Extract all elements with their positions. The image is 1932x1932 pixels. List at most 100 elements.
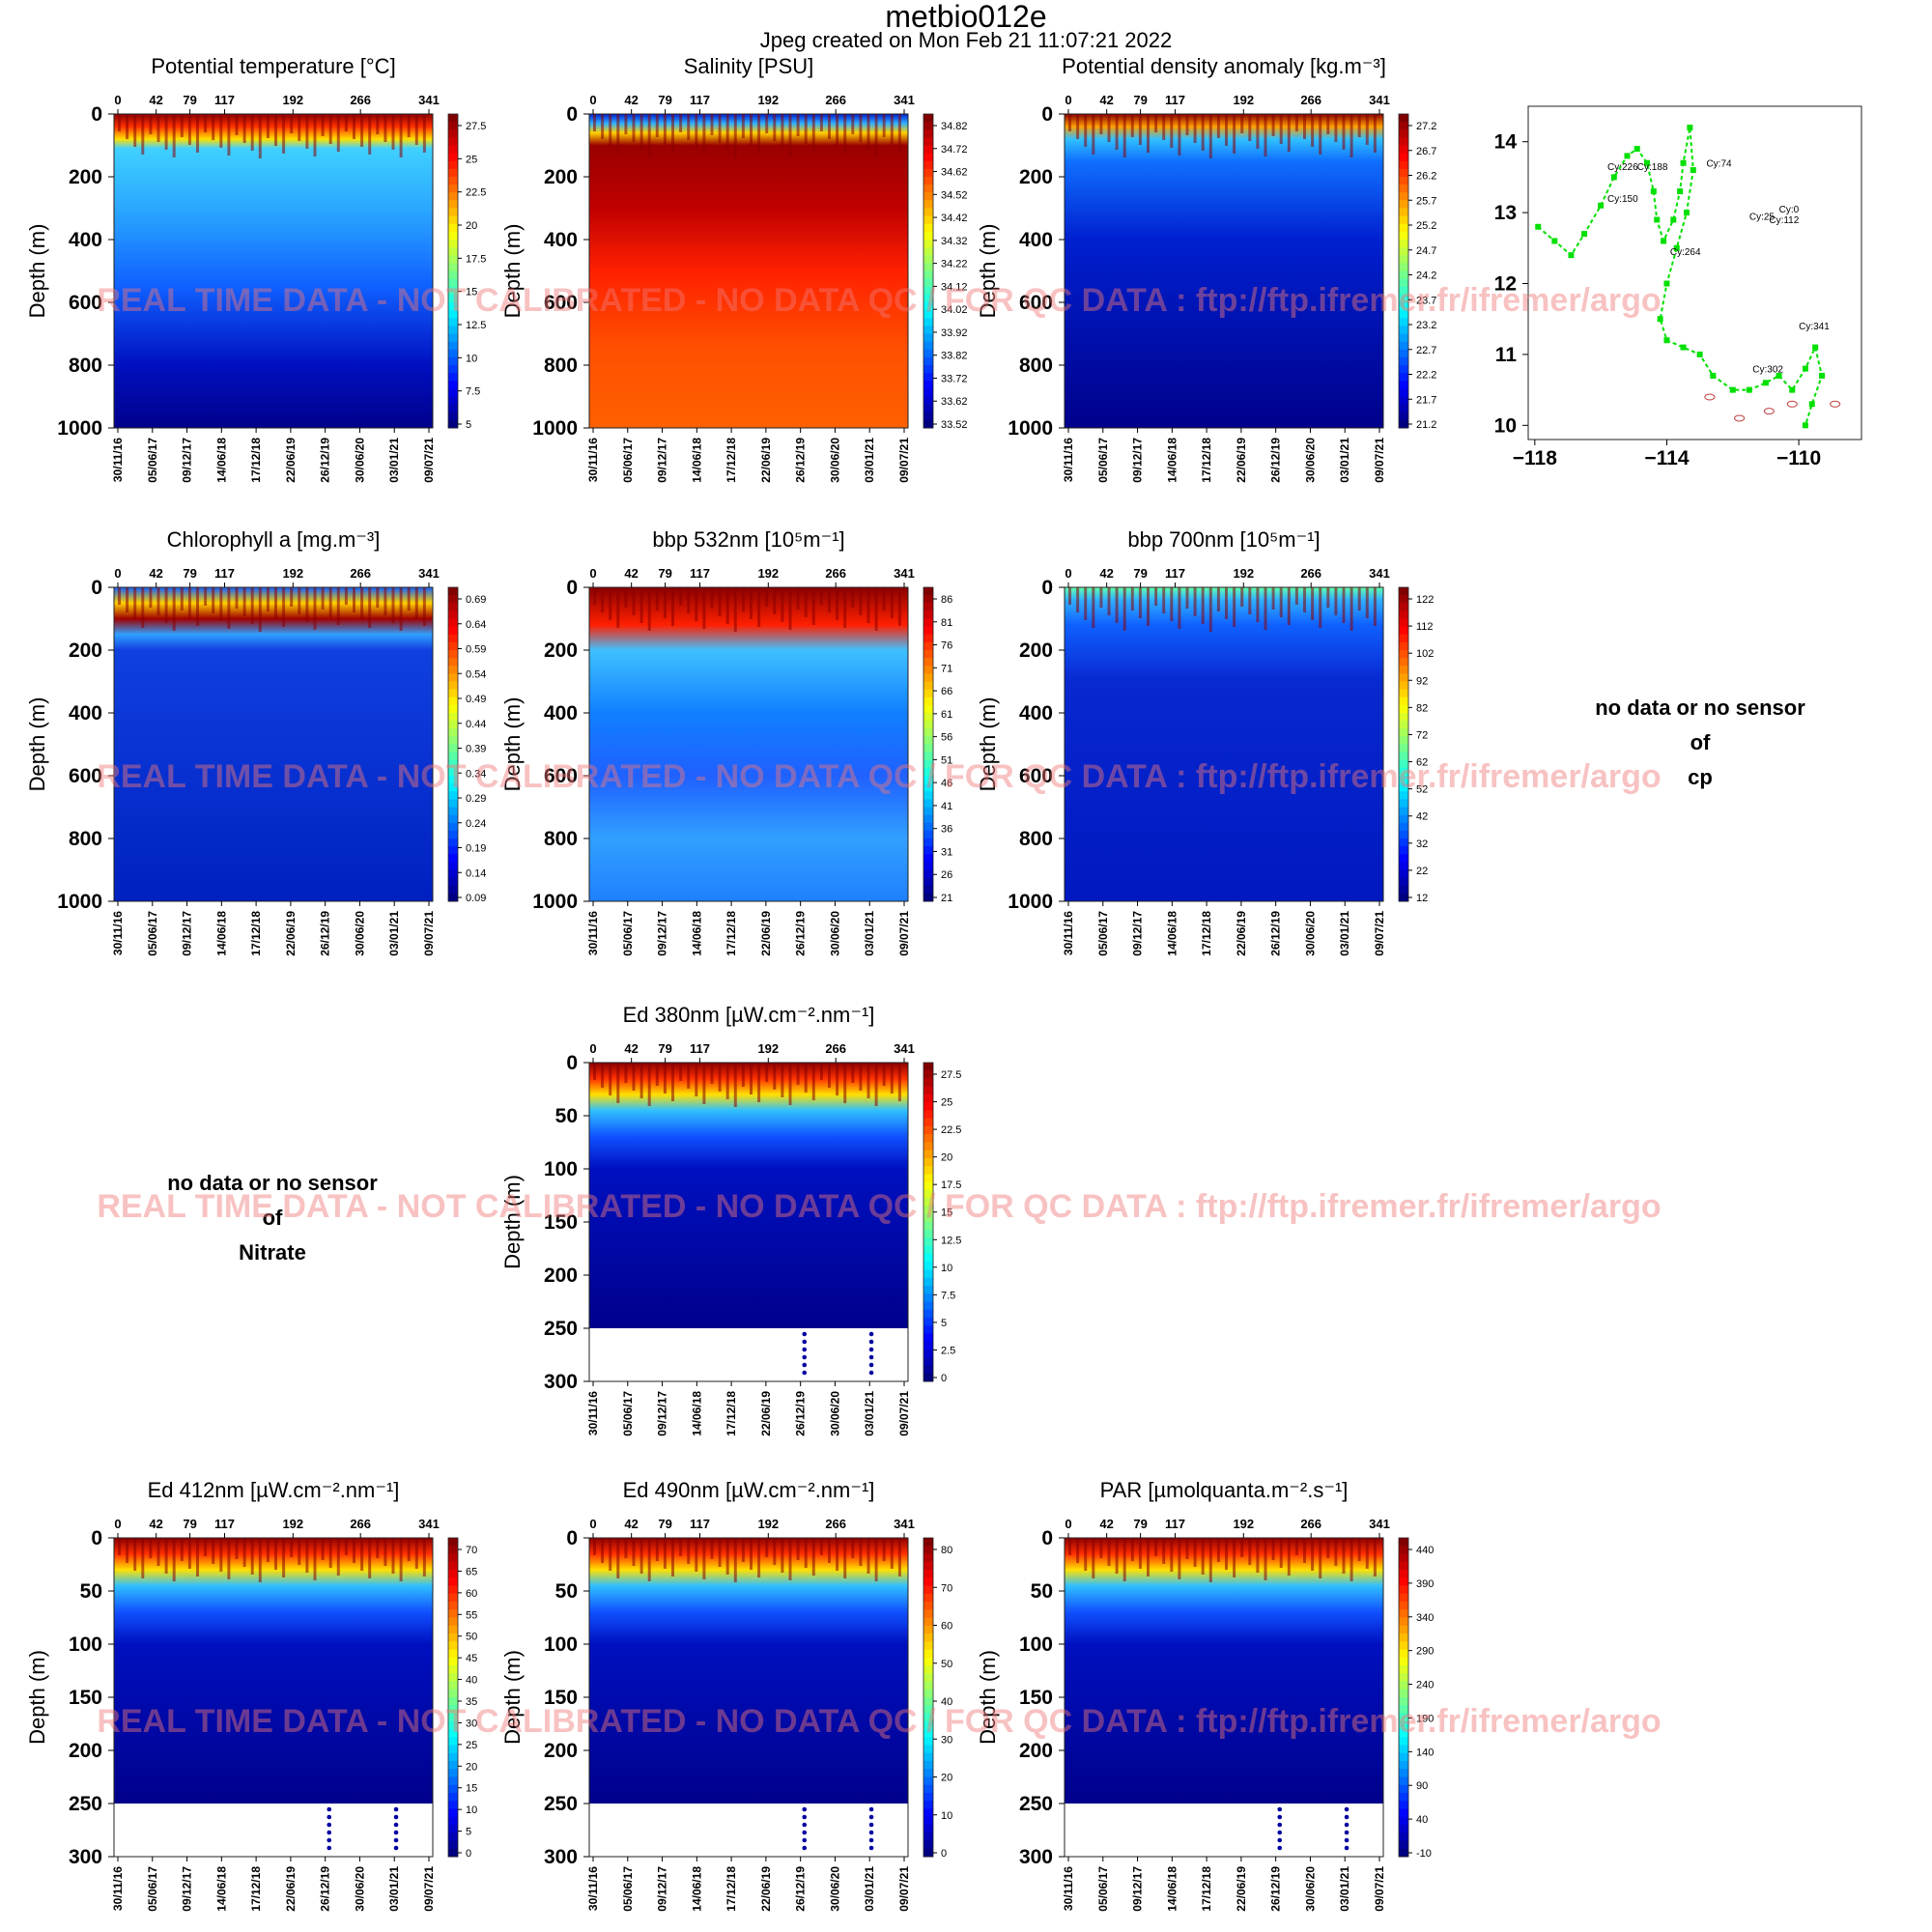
panel-title: Ed 412nm [µW.cm⁻².nm⁻¹] xyxy=(148,1478,400,1502)
colorbar-segment xyxy=(923,696,933,706)
date-tick-label: 26/12/19 xyxy=(1269,1866,1283,1912)
deep-cast-dot xyxy=(802,1830,808,1835)
profile-stripe xyxy=(250,587,254,624)
cycle-tick-label: 42 xyxy=(149,93,162,107)
deep-cast-dot xyxy=(393,1837,399,1843)
profile-stripe xyxy=(1357,1538,1361,1561)
colorbar-tick-label: 0 xyxy=(941,1848,947,1860)
date-tick-label: 26/12/19 xyxy=(319,438,332,483)
deep-cast-dot xyxy=(1277,1822,1283,1828)
colorbar-tick-label: 55 xyxy=(466,1609,477,1621)
colorbar-tick-label: 34.22 xyxy=(941,259,968,270)
date-tick-label: 14/06/18 xyxy=(1165,911,1179,956)
colorbar-tick-label: 22.5 xyxy=(941,1124,961,1136)
profile-stripe xyxy=(384,114,387,142)
profile-stripe xyxy=(1287,587,1291,625)
deep-cast-dot xyxy=(802,1339,808,1345)
colorbar-tick-label: 10 xyxy=(941,1810,952,1822)
deep-cast-dot xyxy=(868,1339,874,1345)
heatmap-field xyxy=(1065,587,1383,901)
profile-stripe xyxy=(1178,587,1181,629)
profile-stripe xyxy=(1233,114,1236,154)
colorbar-segment xyxy=(1399,1625,1408,1634)
profile-stripe xyxy=(227,1538,231,1579)
colorbar-segment xyxy=(448,270,458,280)
colorbar-tick-label: 102 xyxy=(1416,648,1434,660)
profile-stripe xyxy=(725,114,729,151)
colorbar-segment xyxy=(1399,356,1408,366)
profile-stripe xyxy=(609,1538,612,1571)
colorbar-segment xyxy=(923,618,933,628)
profile-stripe xyxy=(1256,114,1260,149)
panel-title: bbp 700nm [10⁵m⁻¹] xyxy=(1127,527,1320,552)
profile-stripe xyxy=(655,1063,659,1086)
colorbar-segment xyxy=(923,1816,933,1826)
y-tick-label: 250 xyxy=(544,1318,578,1340)
cycle-tick-label: 42 xyxy=(1099,566,1113,581)
colorbar-segment xyxy=(1399,185,1408,193)
y-tick-label: 150 xyxy=(544,1687,578,1709)
colorbar-segment xyxy=(923,247,933,256)
float-position xyxy=(1789,386,1796,393)
panel-title: Potential density anomaly [kg.m⁻³] xyxy=(1062,54,1386,78)
deep-cast-dot xyxy=(327,1822,332,1828)
colorbar-segment xyxy=(923,1833,933,1841)
colorbar-segment xyxy=(1399,231,1408,241)
colorbar-segment xyxy=(923,177,933,185)
profile-stripe xyxy=(1130,1538,1134,1561)
colorbar-tick-label: 30 xyxy=(941,1734,952,1746)
profile-stripe xyxy=(733,587,737,632)
profile-stripe xyxy=(1256,1538,1260,1573)
date-tick-label: 17/12/18 xyxy=(724,1866,738,1912)
profile-stripe xyxy=(219,587,223,621)
date-tick-label: 17/12/18 xyxy=(724,911,738,956)
colorbar-segment xyxy=(1399,1776,1408,1786)
profile-stripe xyxy=(384,587,387,615)
colorbar-segment xyxy=(448,1634,458,1642)
cycle-label: Cy:264 xyxy=(1670,247,1701,258)
profile-stripe xyxy=(1193,587,1197,616)
colorbar-segment xyxy=(448,1681,458,1690)
colorbar-segment xyxy=(1399,1553,1408,1563)
colorbar-segment xyxy=(923,122,933,130)
profile-stripe xyxy=(1303,114,1306,139)
colorbar-tick-label: 10 xyxy=(466,1804,477,1816)
date-tick-label: 09/07/21 xyxy=(422,438,436,483)
trajectory-map: −118 −114 −110 10 11 12 13 14 Cy:226 Cy:188 Cy:74 C… xyxy=(1494,105,1862,469)
profile-stripe xyxy=(828,1538,831,1563)
colorbar-tick-label: 25.2 xyxy=(1416,220,1436,232)
colorbar-segment xyxy=(1399,1784,1408,1794)
colorbar-segment xyxy=(923,1142,933,1151)
colorbar-segment xyxy=(923,814,933,824)
date-tick-label: 26/12/19 xyxy=(319,911,332,956)
profile-stripe xyxy=(593,114,596,131)
cycle-tick-label: 192 xyxy=(1233,1517,1254,1531)
cycle-tick-label: 117 xyxy=(690,566,710,581)
cycle-tick-label: 266 xyxy=(1300,1517,1321,1531)
colorbar-segment xyxy=(923,807,933,816)
panel-7: Ed 412nm [µW.cm⁻².nm⁻¹] 0 42 79 117 192 266 341… xyxy=(25,1478,477,1912)
colorbar-tick-label: 17.5 xyxy=(941,1179,961,1191)
panel-8: Ed 490nm [µW.cm⁻².nm⁻¹] 0 42 79 117 192 266 341… xyxy=(500,1478,952,1912)
date-tick-label: 22/06/19 xyxy=(1235,1866,1248,1912)
colorbar-segment xyxy=(1399,1585,1408,1595)
y-tick-label: 0 xyxy=(566,1527,578,1549)
colorbar-segment xyxy=(1399,208,1408,217)
profile-stripe xyxy=(149,587,153,608)
colorbar-segment xyxy=(923,1206,933,1215)
profile-stripe xyxy=(655,587,659,611)
profile-stripe xyxy=(851,1063,855,1083)
profile-stripe xyxy=(624,114,628,134)
colorbar-segment xyxy=(448,200,458,209)
profile-stripe xyxy=(1154,587,1158,606)
colorbar-segment xyxy=(448,286,458,296)
profile-stripe xyxy=(750,114,753,146)
cycle-label: Cy:25 xyxy=(1749,212,1776,222)
colorbar-tick-label: 24.7 xyxy=(1416,245,1436,257)
profile-stripe xyxy=(1208,114,1212,158)
profile-stripe xyxy=(1287,114,1291,152)
colorbar-segment xyxy=(1399,862,1408,870)
date-tick-label: 14/06/18 xyxy=(690,438,703,483)
deep-cast-dot xyxy=(868,1814,874,1820)
profile-stripe xyxy=(1326,114,1330,134)
